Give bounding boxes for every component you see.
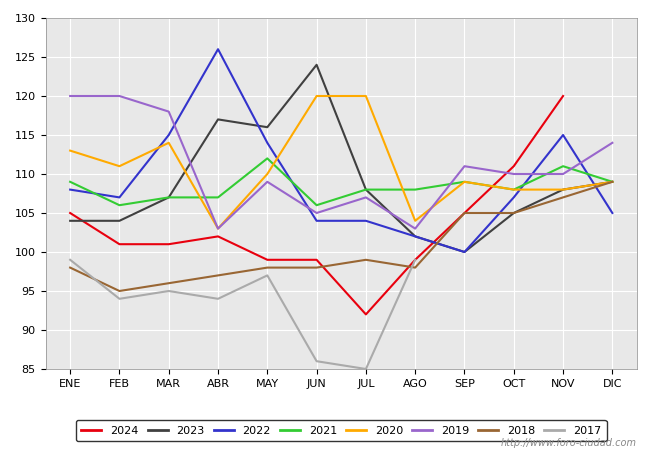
Legend: 2024, 2023, 2022, 2021, 2020, 2019, 2018, 2017: 2024, 2023, 2022, 2021, 2020, 2019, 2018… [76, 420, 606, 441]
Text: http://www.foro-ciudad.com: http://www.foro-ciudad.com [501, 438, 637, 448]
Text: Afiliados en Cabañas del Castillo a 30/11/2024: Afiliados en Cabañas del Castillo a 30/1… [132, 9, 518, 27]
